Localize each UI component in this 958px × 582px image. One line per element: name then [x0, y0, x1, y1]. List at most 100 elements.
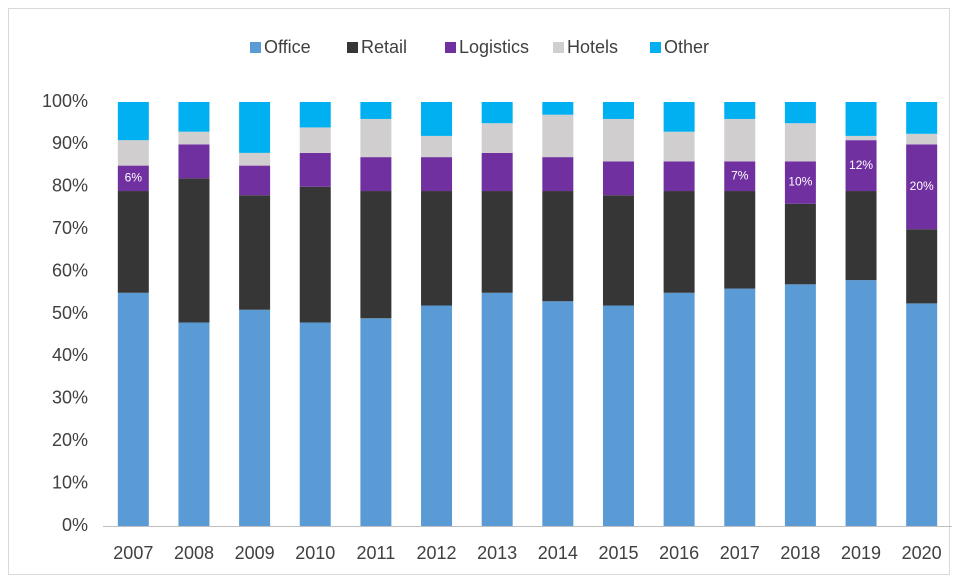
- x-tick-label: 2020: [902, 543, 942, 563]
- bar-segment: [178, 144, 210, 179]
- y-tick-label: 70%: [52, 218, 88, 238]
- bar-segment: [784, 203, 816, 285]
- bar-segment: [542, 102, 574, 115]
- x-tick-label: 2007: [113, 543, 153, 563]
- bar-segment: [663, 191, 695, 293]
- bar-segment: [602, 118, 634, 162]
- bar-segment: [117, 102, 149, 141]
- bar-segment: [542, 114, 574, 158]
- y-tick-label: 90%: [52, 133, 88, 153]
- bar-segment: [117, 191, 149, 293]
- bar-segment: [602, 305, 634, 526]
- x-tick-label: 2016: [659, 543, 699, 563]
- legend-label: Other: [664, 37, 709, 57]
- bar-segment: [724, 161, 756, 192]
- y-tick-label: 50%: [52, 303, 88, 323]
- bar-segment: [845, 140, 877, 192]
- y-tick-label: 100%: [42, 91, 88, 111]
- legend-swatch: [347, 42, 358, 53]
- bar-segment: [239, 195, 271, 310]
- bar-segment: [663, 102, 695, 132]
- y-tick-label: 30%: [52, 388, 88, 408]
- bar-segment: [239, 309, 271, 526]
- bar-segment: [906, 144, 938, 230]
- bar-segment: [360, 318, 392, 526]
- bar-segment: [481, 102, 513, 124]
- data-label: 7%: [731, 168, 749, 182]
- bar-segment: [421, 305, 453, 526]
- bar-segment: [421, 135, 453, 158]
- bar-segment: [421, 102, 453, 136]
- bar-segment: [906, 303, 938, 526]
- x-tick-label: 2014: [538, 543, 578, 563]
- bar-segment: [663, 131, 695, 162]
- x-tick-label: 2018: [780, 543, 820, 563]
- bar-segment: [663, 161, 695, 192]
- bar-segment: [724, 118, 756, 162]
- bar-segment: [845, 135, 877, 141]
- bar-segment: [360, 191, 392, 319]
- bar-segment: [784, 284, 816, 526]
- y-tick-label: 20%: [52, 430, 88, 450]
- bar-segment: [481, 152, 513, 192]
- data-label: 10%: [788, 175, 812, 189]
- bar-segment: [481, 191, 513, 293]
- bar-segment: [724, 288, 756, 526]
- legend-swatch: [553, 42, 564, 53]
- x-tick-label: 2017: [720, 543, 760, 563]
- bar-segment: [481, 123, 513, 153]
- bar-segment: [724, 102, 756, 119]
- bar-segment: [178, 322, 210, 526]
- x-tick-label: 2008: [174, 543, 214, 563]
- bar-segment: [299, 127, 331, 153]
- bar-segment: [117, 165, 149, 192]
- bar-segment: [602, 195, 634, 306]
- bar-segment: [299, 186, 331, 323]
- bar-segment: [906, 102, 938, 134]
- legend-label: Logistics: [459, 37, 529, 57]
- bar-segment: [178, 102, 210, 132]
- bar-segment: [299, 152, 331, 187]
- bar-segment: [906, 133, 938, 145]
- x-tick-label: 2012: [417, 543, 457, 563]
- bar-segment: [239, 102, 271, 153]
- x-tick-label: 2013: [477, 543, 517, 563]
- bar-segment: [178, 178, 210, 323]
- y-tick-label: 80%: [52, 176, 88, 196]
- y-tick-label: 40%: [52, 345, 88, 365]
- data-label: 6%: [125, 170, 143, 184]
- bar-segment: [360, 102, 392, 119]
- x-tick-label: 2009: [235, 543, 275, 563]
- bar-segment: [663, 292, 695, 526]
- bar-segment: [845, 102, 877, 136]
- bar-segment: [421, 157, 453, 192]
- x-tick-label: 2019: [841, 543, 881, 563]
- legend-label: Retail: [361, 37, 407, 57]
- bar-segment: [542, 157, 574, 192]
- bar-segment: [360, 157, 392, 192]
- bar-segment: [239, 165, 271, 196]
- legend-label: Office: [264, 37, 311, 57]
- y-tick-label: 60%: [52, 260, 88, 280]
- legend-swatch: [445, 42, 456, 53]
- y-tick-label: 10%: [52, 472, 88, 492]
- bar-segment: [117, 292, 149, 526]
- bar-segment: [421, 191, 453, 306]
- bar-segment: [602, 161, 634, 196]
- bar-segment: [845, 280, 877, 526]
- bar-segment: [117, 140, 149, 166]
- bar-segment: [239, 152, 271, 166]
- bar-segment: [299, 322, 331, 526]
- x-tick-label: 2015: [598, 543, 638, 563]
- bar-segment: [845, 191, 877, 281]
- bar-segment: [542, 191, 574, 302]
- bar-segment: [360, 118, 392, 158]
- bar-segment: [784, 123, 816, 162]
- bar-segment: [906, 229, 938, 304]
- bar-segment: [542, 301, 574, 526]
- data-label: 20%: [910, 179, 934, 193]
- bar-segment: [784, 102, 816, 124]
- bar-segment: [784, 161, 816, 204]
- legend-swatch: [650, 42, 661, 53]
